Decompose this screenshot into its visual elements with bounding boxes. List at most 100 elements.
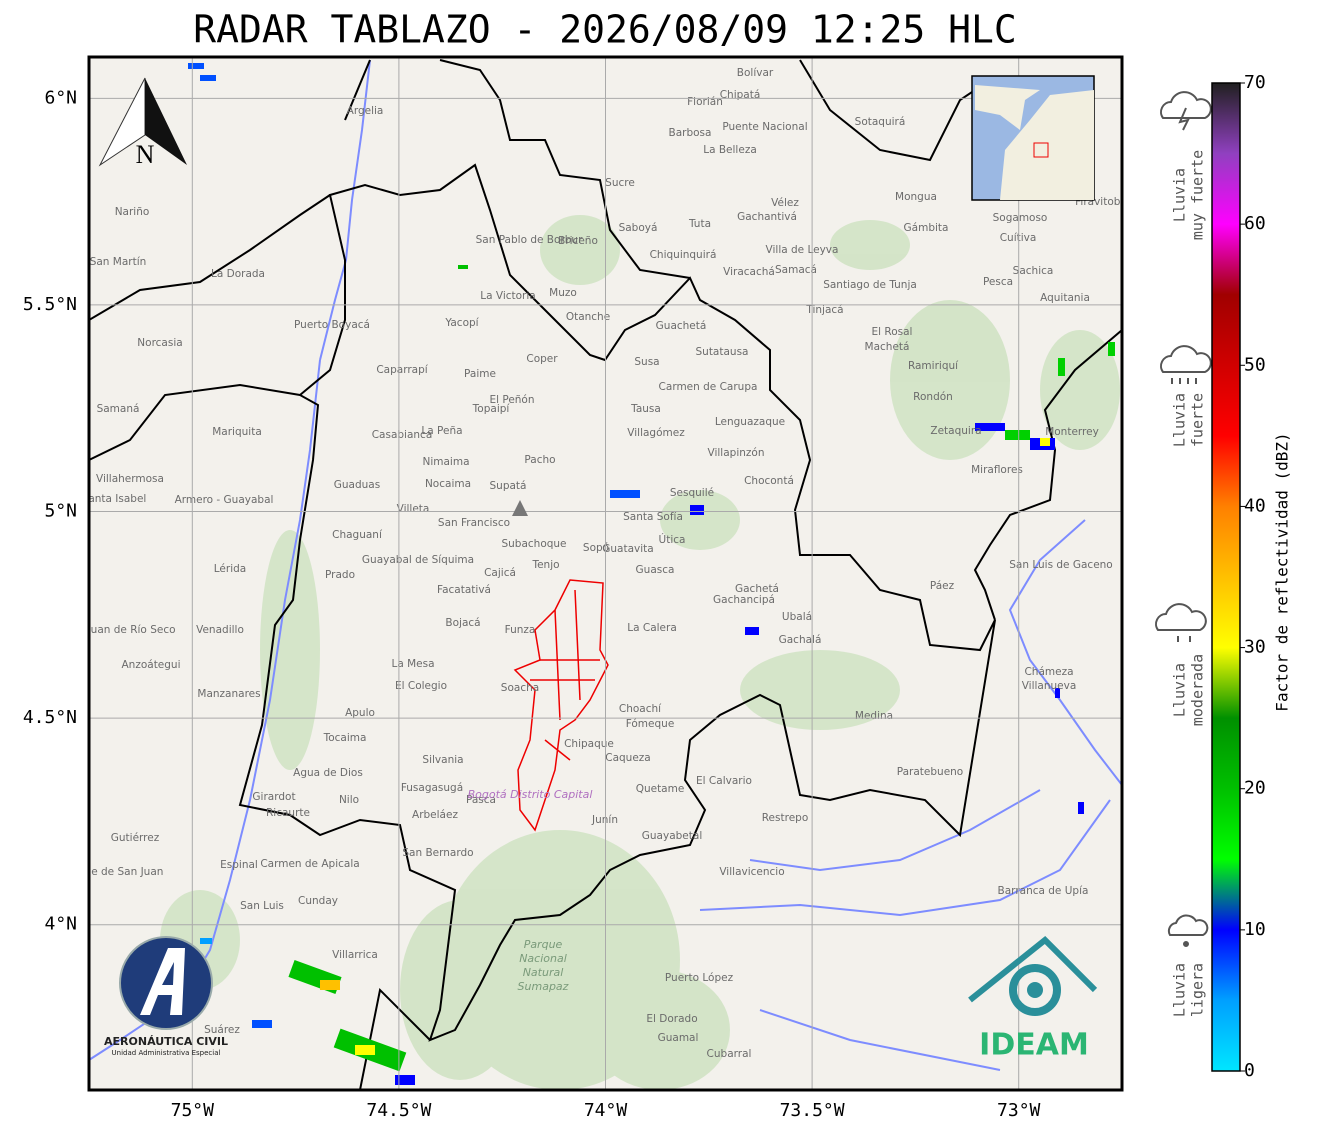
legend-label: Lluvia: [1171, 168, 1189, 222]
place-label: Pacho: [524, 454, 555, 466]
inset-map: [971, 75, 1095, 201]
place-label: Sucre: [605, 177, 635, 189]
legend-icons: [1155, 91, 1212, 947]
place-label: Sachica: [1013, 265, 1054, 277]
colorbar-tick-label: 10: [1244, 919, 1266, 940]
park-label-line: Natural: [523, 966, 564, 979]
place-label: Samacá: [775, 264, 817, 276]
place-label: Fómeque: [626, 718, 675, 730]
basemap: Villa de Leyva Santiago de Tunja Chiquinqu…: [64, 57, 1122, 1090]
place-label: La Victoria: [480, 290, 535, 302]
x-tick-label: 74°W: [584, 1100, 628, 1121]
place-label: Briceño: [558, 235, 598, 247]
place-label: Viracachá: [723, 266, 775, 278]
place-label: Arbeláez: [412, 809, 458, 821]
place-label: Pasca: [466, 794, 496, 806]
place-label: Apulo: [345, 707, 375, 719]
place-label: Cunday: [298, 895, 338, 907]
place-label: Gachantivá: [737, 211, 797, 223]
place-label: Chipatá: [720, 89, 761, 101]
colorbar-tick-label: 0: [1244, 1060, 1255, 1081]
place-label: Tuta: [688, 218, 711, 230]
place-label: San Pablo de Borbur: [476, 234, 583, 246]
place-label: Topaipí: [472, 403, 511, 415]
place-label: Silvania: [422, 754, 463, 766]
title: RADAR TABLAZO - 2026/08/09 12:25 HLC: [193, 8, 1017, 52]
legend-label: moderada: [1189, 654, 1207, 726]
place-label: Samaná: [97, 403, 140, 415]
place-label: Zetaquira: [930, 425, 981, 437]
colorbar: 0 10 20 30 40 50 60 70 Factor de reflectividad (…: [1211, 72, 1292, 1081]
vegetation: [160, 215, 1120, 1090]
place-label: San Luis: [240, 900, 284, 912]
x-tick-label: 73°W: [997, 1100, 1041, 1121]
place-label: Chiquinquirá: [650, 249, 717, 261]
place-label: Medina: [855, 710, 893, 722]
place-label: Tocaima: [323, 732, 367, 744]
place-label: Gachancipá: [713, 594, 775, 606]
place-label: Anzoátegui: [121, 659, 180, 671]
place-label: Guamal: [658, 1032, 699, 1044]
place-label: Sutatausa: [696, 346, 749, 358]
place-label: Paime: [464, 368, 496, 380]
place-label: Supatá: [490, 480, 527, 492]
place-label: Nimaima: [422, 456, 469, 468]
place-label: Prado: [325, 569, 355, 581]
place-label: Pesca: [983, 276, 1013, 288]
colorbar-scale: [1211, 82, 1241, 1072]
place-label: San Bernardo: [402, 847, 473, 859]
legend-label: Lluvia: [1171, 963, 1189, 1017]
place-label: La Calera: [627, 622, 677, 634]
place-label: Tenjo: [531, 559, 559, 571]
colorbar-tick-label: 40: [1244, 495, 1266, 516]
colorbar-tick-label: 70: [1244, 72, 1266, 93]
park-label-line: Sumapaz: [518, 980, 569, 993]
map-frame: [87, 55, 1124, 1092]
place-label: Soacha: [501, 682, 539, 694]
place-label: Útica: [659, 533, 686, 546]
place-label: Santa Isabel: [82, 493, 147, 505]
x-tick-label: 73.5°W: [780, 1100, 845, 1121]
y-tick-label: 4.5°N: [23, 707, 77, 728]
place-label: Lérida: [214, 563, 246, 575]
place-label: Villanueva: [1022, 680, 1077, 692]
place-label: Guasca: [636, 564, 675, 576]
radar-site: [512, 500, 528, 516]
place-label: Sogamoso: [993, 212, 1048, 224]
x-tick-label: 75°W: [171, 1100, 215, 1121]
x-tick-label: 74.5°W: [366, 1100, 431, 1121]
place-label: La Mesa: [391, 658, 434, 670]
place-label: Caparrapí: [376, 364, 428, 376]
place-label: Barranca de Upía: [998, 885, 1089, 897]
place-label: Nilo: [339, 794, 359, 806]
place-label: Agua de Dios: [293, 767, 363, 779]
park-label-line: Parque: [524, 938, 563, 951]
y-tick-label: 5.5°N: [23, 294, 77, 315]
place-label: Ubalá: [782, 611, 812, 623]
place-label: San Francisco: [438, 517, 510, 529]
place-label: Lenguazaque: [715, 416, 785, 428]
aerocivil-logo: AERONÁUTICA CIVIL Unidad Administrativa …: [104, 936, 228, 1057]
place-label: Guachetá: [656, 320, 707, 332]
place-label: Santa Sofía: [623, 511, 683, 523]
place-label: Villahermosa: [96, 473, 164, 485]
place-label: Villapinzón: [708, 447, 765, 459]
place-label: Guayabetal: [642, 830, 702, 842]
place-labels: Villa de Leyva Santiago de Tunja Chiquinqu…: [64, 67, 1122, 1060]
place-label: Sotaquirá: [855, 116, 906, 128]
legend-label: Lluvia: [1171, 393, 1189, 447]
ideam-logo: IDEAM: [968, 935, 1098, 1063]
place-label: Valle de San Juan: [73, 866, 164, 878]
place-label: Caqueza: [605, 752, 651, 764]
place-label: Otanche: [566, 311, 610, 323]
legend-label: ligera: [1189, 963, 1207, 1017]
place-label: Tinjacá: [805, 304, 843, 316]
place-label: Carmen de Apicala: [260, 858, 359, 870]
place-label: Junín: [591, 814, 618, 826]
place-label: San Juan de Río Seco: [64, 624, 175, 636]
place-label: Mongua: [895, 191, 937, 203]
place-label: El Peñón: [489, 394, 534, 406]
place-label: El Colegio: [395, 680, 447, 692]
colorbar-tick-label: 30: [1244, 637, 1266, 658]
